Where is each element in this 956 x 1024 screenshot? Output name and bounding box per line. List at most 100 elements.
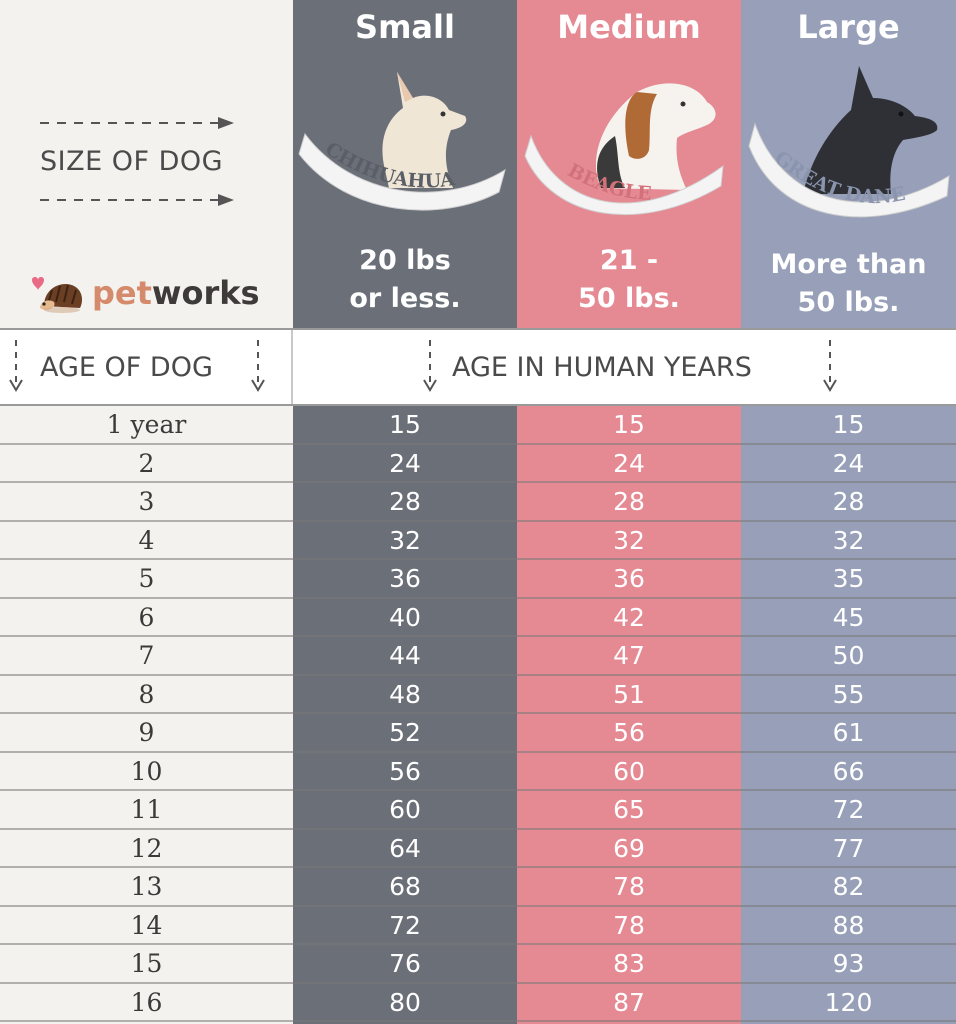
dog-age-cell: 14 xyxy=(130,910,163,940)
dog-age-cell: 15 xyxy=(130,949,163,978)
medium-value-cell: 69 xyxy=(613,833,645,863)
dashed-arrow-down-icon xyxy=(423,340,437,392)
table-row: 13 68 78 82 xyxy=(0,868,956,907)
small-value-cell: 24 xyxy=(389,448,421,478)
small-value-cell: 44 xyxy=(389,641,421,670)
medium-value-cell: 24 xyxy=(613,448,645,478)
great-dane-icon: GREAT DANE xyxy=(748,66,950,218)
large-value-cell: 32 xyxy=(832,525,865,555)
size-label: Small xyxy=(355,8,455,46)
table-row: 16 80 87 120 xyxy=(0,984,956,1022)
large-value-cell: 28 xyxy=(832,487,865,516)
medium-value-cell: 87 xyxy=(613,987,645,1017)
dog-age-cell: 16 xyxy=(130,987,163,1017)
medium-value-cell: 78 xyxy=(613,872,645,901)
column-header-band: AGE OF DOG AGE IN HUMAN YEARS xyxy=(0,328,956,406)
beagle-icon: BEAGLE xyxy=(524,83,724,215)
small-value-cell: 56 xyxy=(389,756,421,786)
dog-age-cell: 2 xyxy=(138,448,155,478)
small-value-cell: 15 xyxy=(389,410,421,439)
table-row: 14 72 78 88 xyxy=(0,907,956,945)
small-value-cell: 80 xyxy=(389,987,421,1017)
table-row: 11 60 65 72 xyxy=(0,791,956,830)
medium-value-cell: 32 xyxy=(613,525,645,555)
dashed-arrow-right-icon xyxy=(40,194,234,206)
dog-age-cell: 6 xyxy=(138,602,155,632)
table-row: 12 64 69 77 xyxy=(0,830,956,868)
weight-label: 21 - 50 lbs. xyxy=(578,245,680,314)
dog-age-cell: 7 xyxy=(138,641,155,670)
dog-age-cell: 8 xyxy=(138,679,155,709)
large-value-cell: 82 xyxy=(832,872,865,901)
small-value-cell: 28 xyxy=(389,487,421,516)
dog-age-cell: 3 xyxy=(138,487,155,516)
table-row: 2 24 24 24 xyxy=(0,445,956,483)
medium-value-cell: 51 xyxy=(613,679,645,709)
dashed-arrow-down-icon xyxy=(823,340,837,392)
medium-value-cell: 60 xyxy=(613,756,645,786)
petworks-logo: petworks xyxy=(22,270,282,320)
small-value-cell: 64 xyxy=(389,833,421,863)
dashed-arrow-down-icon xyxy=(251,340,265,392)
dog-age-cell: 1 year xyxy=(106,410,187,439)
small-value-cell: 52 xyxy=(389,718,421,747)
size-of-dog-label: SIZE OF DOG xyxy=(40,146,224,177)
medium-value-cell: 56 xyxy=(613,718,645,747)
table-row: 9 52 56 61 xyxy=(0,714,956,753)
large-value-cell: 35 xyxy=(832,564,865,593)
large-value-cell: 61 xyxy=(832,718,865,747)
dog-age-cell: 5 xyxy=(138,564,155,593)
age-table: 1 year 15 15 15 2 24 24 24 3 28 28 28 4 32 32 32 5 36 36 35… xyxy=(0,406,956,1022)
age-of-dog-label: AGE OF DOG xyxy=(40,352,213,383)
chihuahua-icon: CHIHUAHUA xyxy=(298,72,506,211)
small-value-cell: 72 xyxy=(389,910,421,940)
large-value-cell: 50 xyxy=(832,641,865,670)
large-size-header: Large GREAT DANE More than 50 lbs. xyxy=(741,0,956,328)
age-in-human-years-label: AGE IN HUMAN YEARS xyxy=(452,352,752,383)
large-value-cell: 45 xyxy=(832,602,865,632)
medium-value-cell: 65 xyxy=(613,795,645,824)
medium-value-cell: 83 xyxy=(613,949,645,978)
large-value-cell: 66 xyxy=(832,756,865,786)
dog-age-cell: 4 xyxy=(138,525,155,555)
table-row: 8 48 51 55 xyxy=(0,676,956,714)
dog-age-cell: 10 xyxy=(130,756,163,786)
table-row: 15 76 83 93 xyxy=(0,945,956,984)
table-row: 1 year 15 15 15 xyxy=(0,406,956,445)
medium-value-cell: 36 xyxy=(613,564,645,593)
table-row: 10 56 60 66 xyxy=(0,753,956,791)
small-value-cell: 36 xyxy=(389,564,421,593)
large-value-cell: 55 xyxy=(832,679,865,709)
table-row: 5 36 36 35 xyxy=(0,560,956,599)
small-value-cell: 32 xyxy=(389,525,421,555)
small-value-cell: 60 xyxy=(389,795,421,824)
dog-age-cell: 12 xyxy=(130,833,163,863)
small-value-cell: 68 xyxy=(389,872,421,901)
dog-age-cell: 9 xyxy=(138,718,155,747)
size-label: Medium xyxy=(557,8,701,46)
table-row: 6 40 42 45 xyxy=(0,599,956,637)
large-value-cell: 120 xyxy=(824,987,873,1017)
small-value-cell: 76 xyxy=(389,949,421,978)
medium-size-header: Medium BEAGLE 21 - 50 lbs. xyxy=(517,0,741,328)
medium-value-cell: 47 xyxy=(613,641,645,670)
table-row: 7 44 47 50 xyxy=(0,637,956,676)
table-row: 4 32 32 32 xyxy=(0,522,956,560)
hedgehog-logo-icon xyxy=(32,277,82,313)
medium-value-cell: 42 xyxy=(613,602,645,632)
medium-value-cell: 28 xyxy=(613,487,645,516)
table-row: 3 28 28 28 xyxy=(0,483,956,522)
dashed-arrow-down-icon xyxy=(9,340,23,392)
large-value-cell: 15 xyxy=(832,410,865,439)
dashed-arrow-right-icon xyxy=(40,117,234,129)
medium-value-cell: 78 xyxy=(613,910,645,940)
small-value-cell: 40 xyxy=(389,602,421,632)
large-value-cell: 24 xyxy=(832,448,865,478)
size-label: Large xyxy=(797,8,900,46)
weight-label: 20 lbs or less. xyxy=(349,245,461,314)
large-value-cell: 72 xyxy=(832,795,865,824)
dog-age-cell: 13 xyxy=(130,872,163,901)
small-value-cell: 48 xyxy=(389,679,421,709)
dog-age-cell: 11 xyxy=(130,795,163,824)
large-value-cell: 93 xyxy=(832,949,865,978)
